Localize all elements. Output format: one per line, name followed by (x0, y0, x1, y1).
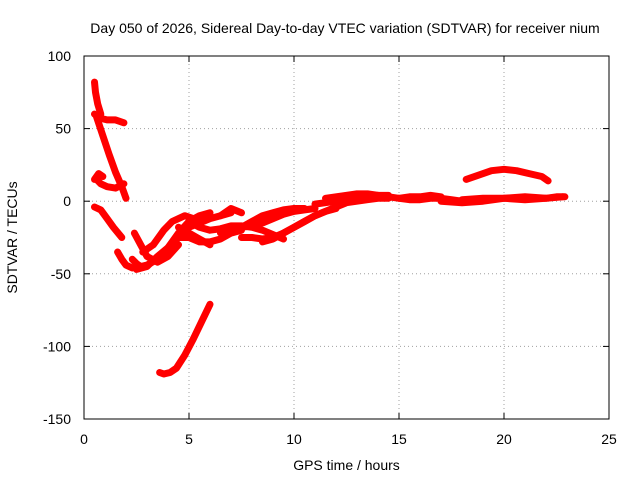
x-tick-label: 10 (286, 431, 302, 447)
y-tick-label: 100 (48, 48, 72, 64)
series-arc-26 (462, 165, 552, 185)
x-tick-label: 25 (601, 431, 617, 447)
series-arc-6 (91, 203, 126, 241)
x-tick-label: 15 (391, 431, 407, 447)
series-arc-16 (227, 205, 308, 234)
series-arc-5 (91, 170, 107, 183)
series-arc-25 (458, 193, 567, 204)
grid-lines (84, 56, 609, 419)
x-tick-label: 5 (185, 431, 193, 447)
series-arc-1 (91, 78, 105, 118)
y-axis-label: SDTVAR / TECUs (4, 181, 20, 293)
x-tick-label: 20 (496, 431, 512, 447)
series-arc-11 (139, 212, 197, 256)
series-arc-3 (93, 113, 130, 202)
tick-labels: 0 5 10 15 20 25 -150 -100 -50 0 50 100 (43, 48, 617, 447)
y-tick-label: 50 (55, 121, 71, 137)
x-axis-label: GPS time / hours (293, 457, 400, 473)
y-tick-label: 0 (63, 193, 71, 209)
series-arc-19 (217, 205, 245, 220)
data-series (91, 78, 569, 378)
y-tick-label: -50 (51, 266, 71, 282)
series-arc-4 (93, 175, 128, 192)
series-arc-13 (175, 223, 214, 249)
y-tick-label: -150 (43, 411, 71, 427)
x-tick-label: 0 (80, 431, 88, 447)
y-tick-label: -100 (43, 338, 71, 354)
series-arc-27 (156, 300, 214, 378)
series-arc-21 (322, 190, 382, 202)
plot-frame (83, 55, 610, 420)
chart-title: Day 050 of 2026, Sidereal Day-to-day VTE… (90, 20, 599, 36)
